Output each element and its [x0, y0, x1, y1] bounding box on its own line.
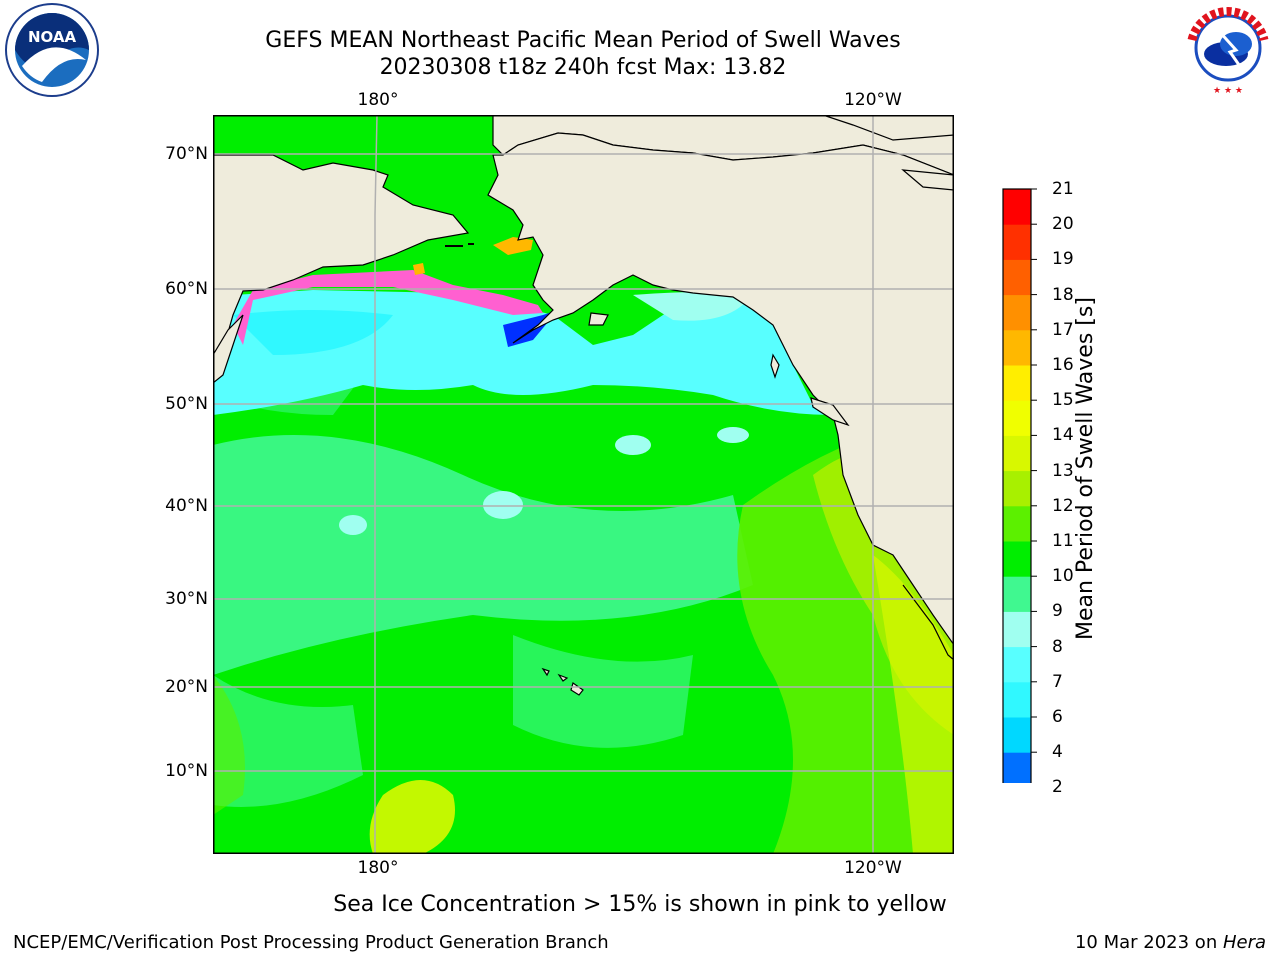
- colorbar-tick-label: 11: [1052, 531, 1074, 551]
- lat-label-70: 70°N: [165, 144, 208, 164]
- colorbar-band: [1003, 681, 1031, 718]
- colorbar-tick-label: 2: [1052, 777, 1063, 798]
- colorbar-band: [1003, 224, 1031, 260]
- svg-text:★ ★ ★: ★ ★ ★: [1213, 86, 1243, 96]
- colorbar-band: [1003, 505, 1031, 542]
- swell-period-map: [213, 115, 954, 854]
- colorbar-label: Mean Period of Swell Waves [s]: [1073, 297, 1098, 640]
- lat-label-40: 40°N: [165, 496, 208, 516]
- noaa-logo-text: NOAA: [28, 28, 77, 46]
- colorbar-band: [1003, 400, 1031, 436]
- lat-label-10: 10°N: [165, 761, 208, 781]
- footer-branch: NCEP/EMC/Verification Post Processing Pr…: [13, 932, 609, 953]
- footer-host: Hera: [1222, 932, 1266, 953]
- lon-label-bottom-180: 180°: [357, 858, 399, 878]
- colorbar-band: [1003, 541, 1031, 577]
- lon-label-bottom-120w: 120°W: [844, 858, 902, 878]
- colorbar-tick-label: 19: [1052, 249, 1074, 270]
- lon-label-top-180: 180°: [357, 90, 399, 110]
- colorbar: [1002, 188, 1037, 783]
- noaa-logo: NOAA: [5, 3, 99, 97]
- colorbar-band: [1003, 611, 1031, 648]
- lat-label-20: 20°N: [165, 677, 208, 697]
- colorbar-tick-label: 7: [1052, 671, 1063, 692]
- colorbar-tick-label: 21: [1052, 179, 1074, 199]
- lat-label-50: 50°N: [165, 394, 208, 414]
- colorbar-band: [1003, 752, 1031, 783]
- colorbar-tick-label: 10: [1052, 566, 1074, 587]
- colorbar-band: [1003, 189, 1031, 225]
- colorbar-band: [1003, 294, 1031, 331]
- colorbar-band: [1003, 435, 1031, 472]
- colorbar-tick-label: 17: [1052, 319, 1074, 340]
- colorbar-band: [1003, 717, 1031, 753]
- colorbar-band: [1003, 259, 1031, 296]
- colorbar-band: [1003, 646, 1031, 683]
- land: [213, 115, 954, 696]
- colorbar-band: [1003, 470, 1031, 507]
- colorbar-band: [1003, 365, 1031, 401]
- lat-label-60: 60°N: [165, 279, 208, 299]
- colorbar-tick-label: 15: [1052, 390, 1074, 411]
- footer-date: 10 Mar 2023 on Hera: [1075, 932, 1266, 954]
- colorbar-tick-label: 12: [1052, 495, 1074, 516]
- plot-title: GEFS MEAN Northeast Pacific Mean Period …: [265, 28, 901, 53]
- colorbar-tick-label: 20: [1052, 214, 1074, 235]
- colorbar-tick-label: 8: [1052, 636, 1063, 657]
- colorbar-tick-label: 14: [1052, 425, 1074, 446]
- plot-subtitle: 20230308 t18z 240h fcst Max: 13.82: [379, 55, 787, 80]
- colorbar-tick-label: 18: [1052, 284, 1074, 305]
- colorbar-tick-label: 9: [1052, 601, 1063, 622]
- colorbar-tick-label: 16: [1052, 355, 1074, 375]
- colorbar-band: [1003, 329, 1031, 366]
- sea-ice-note: Sea Ice Concentration > 15% is shown in …: [333, 892, 947, 917]
- footer-date-text: 10 Mar 2023 on: [1074, 932, 1223, 953]
- nws-logo: ★ ★ ★: [1182, 2, 1274, 96]
- colorbar-tick-label: 6: [1052, 707, 1063, 727]
- lon-label-top-120w: 120°W: [844, 90, 902, 110]
- graticule: [213, 115, 954, 854]
- colorbar-tick-label: 4: [1052, 742, 1063, 763]
- lat-label-30: 30°N: [165, 589, 208, 609]
- colorbar-band: [1003, 576, 1031, 612]
- colorbar-tick-label: 13: [1052, 460, 1074, 481]
